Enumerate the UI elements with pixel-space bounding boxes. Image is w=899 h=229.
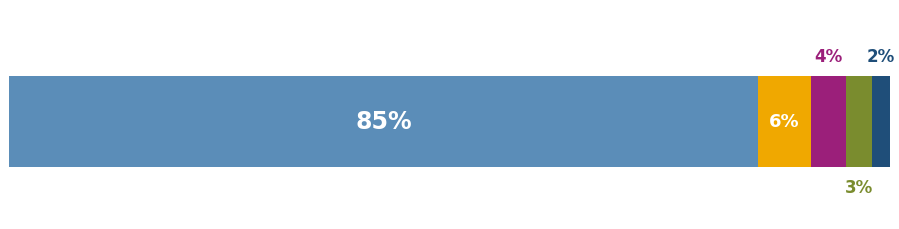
Bar — [758, 76, 811, 167]
Text: 6%: 6% — [769, 113, 799, 131]
Text: 4%: 4% — [814, 48, 842, 66]
Bar — [9, 76, 758, 167]
Text: 3%: 3% — [845, 178, 873, 196]
Bar — [811, 76, 846, 167]
Text: 2%: 2% — [867, 48, 895, 66]
Text: 85%: 85% — [355, 110, 412, 134]
Bar — [872, 76, 890, 167]
Bar — [846, 76, 872, 167]
